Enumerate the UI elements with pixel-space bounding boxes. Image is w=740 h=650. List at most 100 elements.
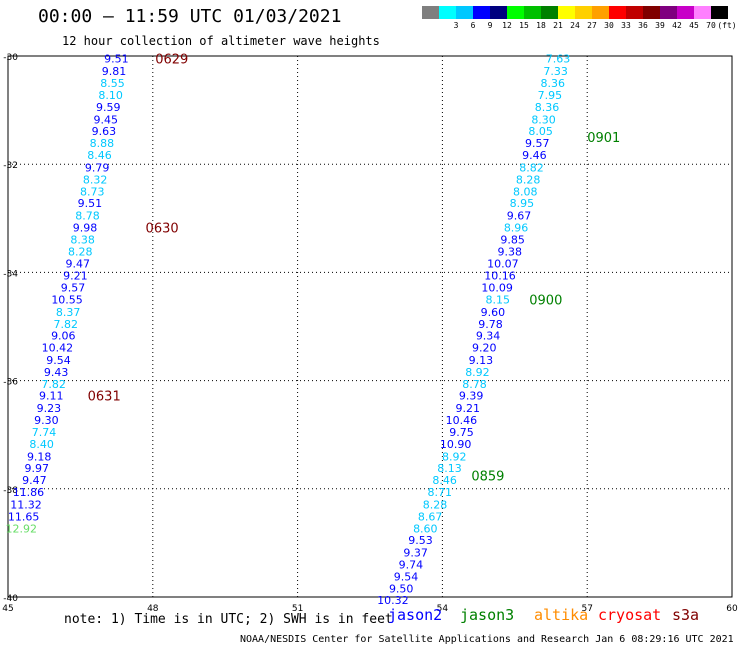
colorbar-label: 27 (587, 21, 597, 30)
colorbar-swatch (643, 6, 660, 19)
colorbar-label: 12 (502, 21, 512, 30)
colorbar-label: 18 (536, 21, 546, 30)
x-tick-label: 48 (147, 604, 159, 614)
wave-height-value: 9.75 (449, 426, 474, 439)
wave-height-value: 11.32 (10, 498, 42, 511)
credit-text: NOAA/NESDIS Center for Satellite Applica… (240, 634, 734, 645)
wave-height-value: 10.46 (446, 414, 478, 427)
wave-height-value: 7.33 (543, 65, 568, 78)
time-label: 0900 (529, 293, 562, 308)
colorbar-label: 21 (553, 21, 563, 30)
y-tick-label: -30 (3, 53, 18, 63)
wave-height-value: 9.79 (85, 161, 110, 174)
colorbar-swatch (626, 6, 643, 19)
wave-height-value: 9.13 (469, 354, 494, 367)
wave-height-value: 8.73 (80, 185, 105, 198)
wave-height-value: 8.46 (432, 474, 457, 487)
wave-height-value: 8.28 (423, 498, 448, 511)
legend-item-s3a: s3a (672, 606, 700, 624)
x-tick-label: 57 (581, 604, 592, 614)
wave-height-value: 9.85 (500, 233, 525, 246)
wave-height-value: 7.82 (41, 378, 66, 391)
wave-height-value: 9.34 (476, 330, 501, 343)
wave-height-value: 9.20 (472, 342, 497, 355)
y-tick-label: -36 (3, 378, 18, 388)
wave-height-value: 9.38 (498, 245, 523, 258)
wave-height-value: 9.51 (104, 53, 129, 66)
wave-height-value: 9.21 (63, 270, 88, 283)
wave-height-value: 8.28 (68, 245, 93, 258)
wave-height-value: 7.95 (538, 89, 563, 102)
colorbar-swatch (592, 6, 609, 19)
wave-height-value: 9.54 (46, 354, 71, 367)
wave-height-value: 9.53 (408, 534, 433, 547)
wave-height-value: 8.55 (100, 77, 125, 90)
wave-height-value: 9.98 (73, 221, 98, 234)
wave-height-value: 12.92 (5, 522, 37, 535)
time-label: 0629 (155, 53, 188, 68)
wave-height-value: 8.78 (462, 378, 487, 391)
colorbar-swatch (558, 6, 575, 19)
wave-height-value: 8.08 (513, 185, 538, 198)
colorbar-swatch (609, 6, 626, 19)
wave-height-value: 9.81 (102, 65, 127, 78)
colorbar-label: 30 (604, 21, 614, 30)
x-tick-label: 45 (2, 604, 13, 614)
colorbar-label: 42 (672, 21, 682, 30)
wave-height-value: 8.40 (29, 438, 54, 451)
wave-height-value: 8.67 (418, 510, 443, 523)
colorbar-swatch (677, 6, 694, 19)
wave-height-value: 9.11 (39, 390, 64, 403)
wave-height-value: 9.57 (61, 282, 86, 295)
wave-height-value: 9.46 (522, 149, 547, 162)
y-tick-label: -34 (3, 269, 18, 279)
colorbar-swatch (660, 6, 677, 19)
wave-height-value: 8.36 (540, 77, 565, 90)
wave-height-value: 9.47 (22, 474, 47, 487)
wave-height-value: 9.37 (403, 547, 428, 560)
y-tick-label: -32 (3, 161, 18, 171)
map-subtitle: 12 hour collection of altimeter wave hei… (62, 34, 380, 48)
wave-height-value: 9.60 (481, 306, 506, 319)
wave-height-value: 9.51 (78, 197, 103, 210)
legend-item-altika: altika (534, 606, 589, 624)
legend-item-cryosat: cryosat (598, 606, 662, 624)
wave-height-value: 11.86 (13, 486, 45, 499)
wave-height-value: 7.74 (32, 426, 57, 439)
note-text: note: 1) Time is in UTC; 2) SWH is in fe… (64, 612, 393, 627)
wave-height-value: 9.78 (478, 318, 503, 331)
colorbar-label: 24 (570, 21, 580, 30)
colorbar-label: 45 (689, 21, 699, 30)
wave-height-value: 10.07 (487, 258, 519, 271)
wave-height-value: 9.18 (27, 450, 52, 463)
colorbar-swatch (456, 6, 473, 19)
x-tick-label: 51 (292, 604, 303, 614)
wave-height-value: 8.46 (87, 149, 112, 162)
wave-height-value: 8.60 (413, 522, 438, 535)
colorbar-swatch (694, 6, 711, 19)
colorbar-swatch (711, 6, 728, 19)
wave-height-value: 9.74 (399, 559, 424, 572)
colorbar-swatch (473, 6, 490, 19)
time-label: 0631 (88, 390, 121, 405)
wave-height-value: 10.55 (51, 293, 83, 306)
colorbar-label: 6 (470, 21, 476, 30)
legend-item-jason3: jason3 (460, 606, 515, 624)
colorbar-swatch (524, 6, 541, 19)
wave-height-value: 9.43 (44, 366, 69, 379)
wave-height-value: 9.45 (94, 113, 119, 126)
wave-height-value: 10.09 (481, 282, 513, 295)
map-title: 00:00 – 11:59 UTC 01/03/2021 (38, 6, 342, 27)
colorbar-label: 39 (655, 21, 665, 30)
wave-height-value: 9.50 (389, 582, 414, 595)
wave-height-value: 8.96 (504, 221, 529, 234)
wave-height-value: 8.32 (83, 173, 108, 186)
map-frame (7, 55, 733, 598)
time-label: 0859 (471, 469, 504, 484)
wave-height-value: 10.16 (484, 270, 516, 283)
colorbar-swatch (490, 6, 507, 19)
wave-height-value: 10.90 (440, 438, 472, 451)
wave-height-value: 8.30 (531, 113, 556, 126)
wave-height-value: 8.13 (437, 462, 462, 475)
